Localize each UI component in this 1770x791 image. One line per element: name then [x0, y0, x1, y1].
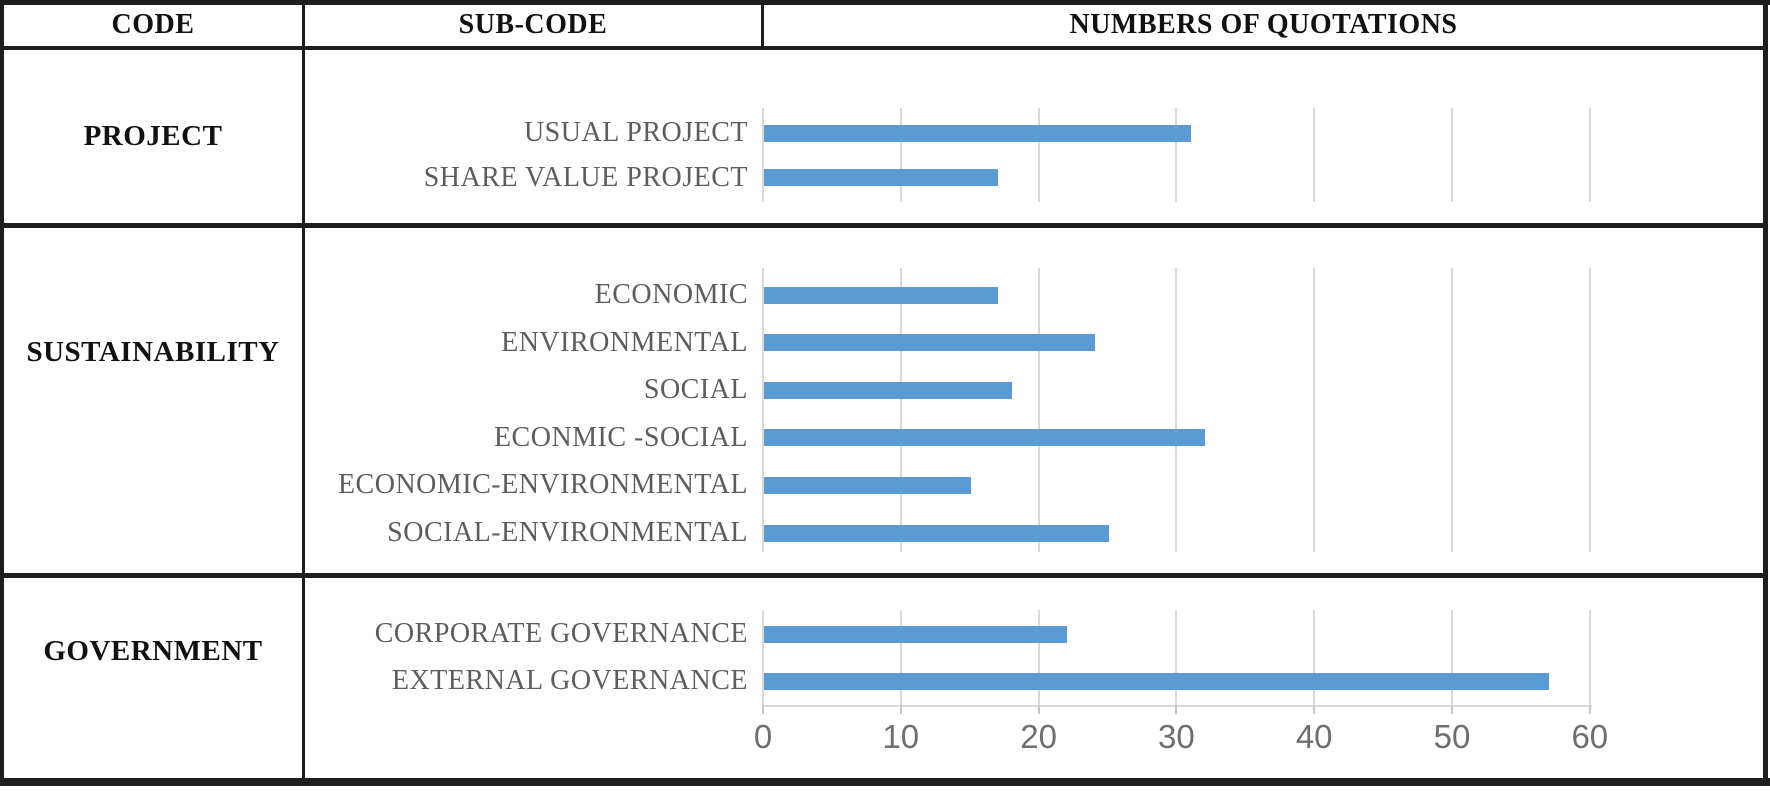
bar-category-label: ENVIRONMENTAL: [501, 326, 748, 358]
chart-gridline: [1037, 610, 1040, 705]
chart-gridline: [1175, 108, 1178, 202]
x-axis-tick: [762, 705, 764, 714]
bar: [764, 124, 1192, 142]
x-axis-tick: [899, 705, 902, 714]
bar: [764, 286, 999, 304]
table-border-right: [1763, 0, 1768, 786]
chart-gridline: [1313, 268, 1316, 552]
bar-category-label: ECONMIC -SOCIAL: [493, 421, 748, 453]
header-cell-subcode: SUB-CODE: [458, 9, 608, 40]
column-divider-code: [302, 0, 305, 781]
chart-gridline: [1175, 610, 1178, 705]
bar: [764, 429, 1205, 447]
bar-category-label: ECONOMIC-ENVIRONMENTAL: [337, 469, 748, 501]
chart-gridline: [1313, 610, 1316, 705]
bar: [764, 672, 1550, 690]
chart-gridline: [1451, 108, 1453, 202]
code-label: GOVERNMENT: [43, 635, 263, 667]
chart-gridline: [899, 108, 902, 202]
table-border-top: [0, 0, 1770, 5]
x-axis-tick-label: 10: [882, 718, 920, 755]
bar: [764, 524, 1109, 542]
chart-gridline: [1037, 108, 1040, 202]
bar-category-label: SOCIAL-ENVIRONMENTAL: [387, 517, 748, 548]
chart-gridline: [1451, 610, 1453, 705]
chart-gridline: [762, 610, 764, 705]
bar: [764, 381, 1013, 399]
chart-gridline: [762, 268, 764, 552]
section-divider-1: [0, 223, 1765, 228]
x-axis-tick-label: 30: [1158, 718, 1195, 755]
section-divider-2: [0, 573, 1765, 578]
table-border-left: [0, 0, 4, 786]
bar: [764, 625, 1068, 643]
bar-category-label: CORPORATE GOVERNANCE: [374, 618, 748, 649]
table-border-bottom: [0, 778, 1770, 786]
bar-category-label: USUAL PROJECT: [523, 117, 748, 148]
code-label: PROJECT: [83, 120, 223, 152]
x-axis-line: [763, 705, 1592, 707]
header-bottom-border: [0, 46, 1765, 50]
code-label: SUSTAINABILITY: [26, 336, 280, 368]
x-axis-tick-label: 0: [753, 718, 773, 755]
chart-gridline: [1451, 268, 1453, 552]
bar: [764, 334, 1095, 352]
x-axis-tick-label: 60: [1571, 718, 1609, 755]
x-axis-tick: [1451, 705, 1453, 714]
x-axis-tick: [1313, 705, 1316, 714]
x-axis-tick: [1588, 705, 1591, 714]
chart-gridline: [899, 610, 902, 705]
chart-gridline: [1037, 268, 1040, 552]
chart-gridline: [899, 268, 902, 552]
x-axis-tick: [1175, 705, 1178, 714]
bar-category-label: SHARE VALUE PROJECT: [423, 161, 748, 193]
bar-category-label: SOCIAL: [643, 374, 748, 406]
x-axis-tick-label: 40: [1295, 718, 1333, 755]
chart-gridline: [1588, 268, 1591, 552]
x-axis-tick-label: 20: [1020, 718, 1057, 755]
chart-gridline: [1588, 108, 1591, 202]
chart-gridline: [762, 108, 764, 202]
column-divider-subcode: [761, 0, 764, 49]
chart-gridline: [1313, 108, 1316, 202]
header-cell-code: CODE: [111, 9, 195, 40]
chart-gridline: [1175, 268, 1178, 552]
bar-category-label: ECONOMIC: [594, 279, 748, 310]
chart-gridline: [1588, 610, 1591, 705]
header-cell-quotations: NUMBERS OF QUOTATIONS: [1069, 9, 1458, 40]
x-axis-tick-label: 50: [1433, 718, 1471, 755]
x-axis-tick: [1037, 705, 1040, 714]
bar-category-label: EXTERNAL GOVERNANCE: [391, 665, 748, 696]
bar: [764, 169, 999, 186]
bar: [764, 476, 971, 494]
